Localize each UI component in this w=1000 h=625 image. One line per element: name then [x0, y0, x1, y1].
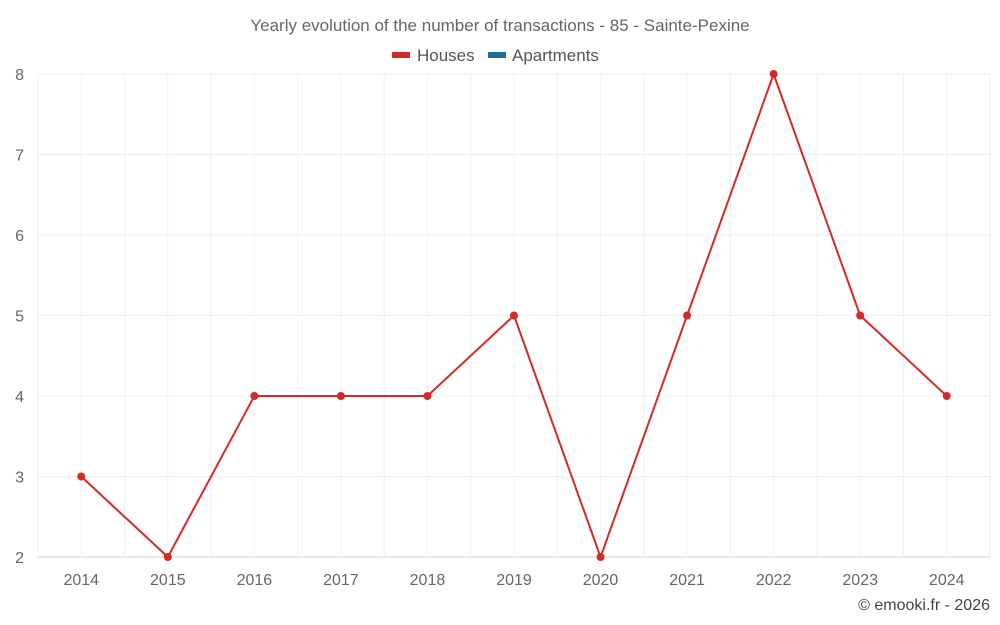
y-tick-label: 2 [15, 550, 24, 567]
data-point[interactable] [769, 70, 778, 78]
x-tick-label: 2016 [237, 572, 273, 589]
y-tick-label: 7 [15, 148, 24, 165]
x-tick-label: 2014 [63, 572, 99, 589]
data-point[interactable] [250, 392, 259, 400]
y-tick-label: 3 [15, 470, 24, 487]
x-tick-label: 2017 [323, 572, 359, 589]
data-point[interactable] [77, 472, 86, 481]
chart-title: Yearly evolution of the number of transa… [250, 16, 749, 35]
y-tick-label: 8 [15, 67, 24, 84]
data-point[interactable] [683, 311, 692, 320]
legend-label: Apartments [512, 46, 599, 65]
y-axis: 2 3 4 5 6 7 8 [15, 67, 24, 567]
data-point[interactable] [336, 392, 345, 400]
data-point[interactable] [423, 392, 432, 400]
y-tick-label: 6 [15, 228, 24, 245]
data-point[interactable] [510, 311, 518, 320]
x-tick-label: 2015 [150, 572, 186, 589]
data-point[interactable] [942, 392, 951, 400]
x-tick-label: 2024 [929, 572, 965, 589]
series-layer [77, 70, 951, 561]
credit: © emooki.fr - 2026 [858, 597, 990, 614]
x-tick-label: 2021 [669, 572, 705, 589]
data-point[interactable] [856, 311, 865, 320]
x-tick-label: 2022 [756, 572, 792, 589]
x-axis: 2014 2015 2016 2017 2018 2019 2020 2021 2022 2023… [63, 572, 964, 589]
data-point[interactable] [596, 553, 605, 561]
data-point[interactable] [163, 553, 172, 561]
y-tick-label: 5 [15, 309, 24, 326]
legend-label: Houses [417, 46, 475, 65]
x-tick-label: 2019 [496, 572, 532, 589]
y-tick-label: 4 [15, 389, 24, 406]
x-tick-label: 2020 [583, 572, 619, 589]
x-tick-label: 2023 [842, 572, 878, 589]
legend-swatch [392, 52, 410, 58]
legend: Houses Apartments [392, 46, 599, 65]
x-tick-label: 2018 [410, 572, 446, 589]
legend-swatch [488, 52, 506, 58]
